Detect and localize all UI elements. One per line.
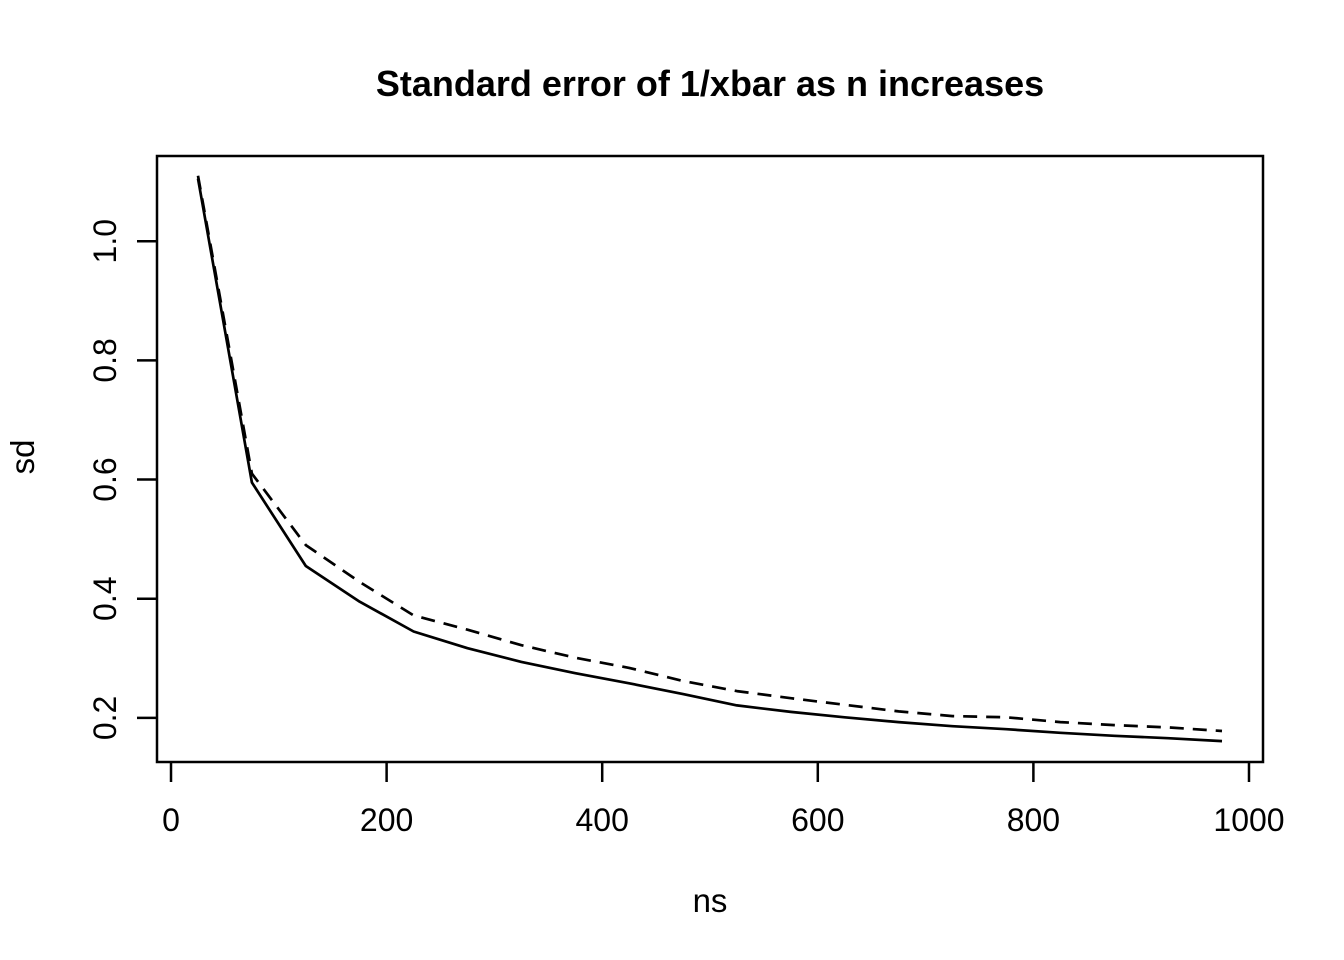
x-tick-label: 0 <box>162 802 180 838</box>
series-solid-line <box>196 178 1223 743</box>
plot-box <box>155 154 1265 764</box>
x-tick-label: 400 <box>576 802 629 838</box>
chart-title: Standard error of 1/xbar as n increases <box>375 63 1045 104</box>
series-dashed-line <box>196 175 1223 733</box>
y-tick-label: 0.2 <box>87 696 123 740</box>
x-tick-label: 600 <box>791 802 844 838</box>
x-axis-title: ns <box>692 882 728 919</box>
x-tick-label: 200 <box>360 802 413 838</box>
x-tick-label: 1000 <box>1213 802 1284 838</box>
y-tick-label: 0.4 <box>87 576 123 620</box>
y-axis-title: sd <box>4 439 41 475</box>
y-tick-label: 0.8 <box>87 338 123 382</box>
y-tick-label: 0.6 <box>87 457 123 501</box>
x-tick-label: 800 <box>1007 802 1060 838</box>
y-tick-label: 1.0 <box>87 219 123 263</box>
